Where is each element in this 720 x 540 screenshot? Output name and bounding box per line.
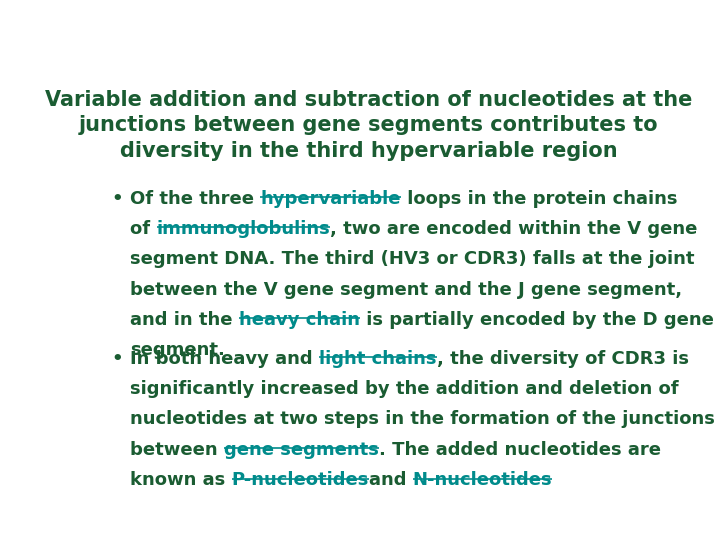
Text: , the diversity of CDR3 is: , the diversity of CDR3 is <box>436 349 688 368</box>
Text: light chains: light chains <box>319 349 436 368</box>
Text: •: • <box>111 190 123 207</box>
Text: between the V gene segment and the J gene segment,: between the V gene segment and the J gen… <box>130 281 683 299</box>
Text: , two are encoded within the V gene: , two are encoded within the V gene <box>330 220 698 238</box>
Text: hypervariable: hypervariable <box>261 190 401 207</box>
Text: Variable addition and subtraction of nucleotides at the
junctions between gene s: Variable addition and subtraction of nuc… <box>45 90 693 161</box>
Text: is partially encoded by the D gene: is partially encoded by the D gene <box>360 311 714 329</box>
Text: segment DNA. The third (HV3 or CDR3) falls at the joint: segment DNA. The third (HV3 or CDR3) fal… <box>130 250 695 268</box>
Text: •: • <box>111 349 123 368</box>
Text: nucleotides at two steps in the formation of the junctions: nucleotides at two steps in the formatio… <box>130 410 715 428</box>
Text: significantly increased by the addition and deletion of: significantly increased by the addition … <box>130 380 679 398</box>
Text: segment.: segment. <box>130 341 225 359</box>
Text: and in the: and in the <box>130 311 239 329</box>
Text: gene segments: gene segments <box>224 441 379 458</box>
Text: P-nucleotides: P-nucleotides <box>232 471 369 489</box>
Text: between: between <box>130 441 224 458</box>
Text: loops in the protein chains: loops in the protein chains <box>401 190 678 207</box>
Text: . The added nucleotides are: . The added nucleotides are <box>379 441 661 458</box>
Text: Of the three: Of the three <box>130 190 261 207</box>
Text: known as: known as <box>130 471 232 489</box>
Text: immunoglobulins: immunoglobulins <box>156 220 330 238</box>
Text: and: and <box>369 471 413 489</box>
Text: N-nucleotides: N-nucleotides <box>413 471 552 489</box>
Text: of: of <box>130 220 156 238</box>
Text: heavy chain: heavy chain <box>239 311 360 329</box>
Text: In both heavy and: In both heavy and <box>130 349 319 368</box>
